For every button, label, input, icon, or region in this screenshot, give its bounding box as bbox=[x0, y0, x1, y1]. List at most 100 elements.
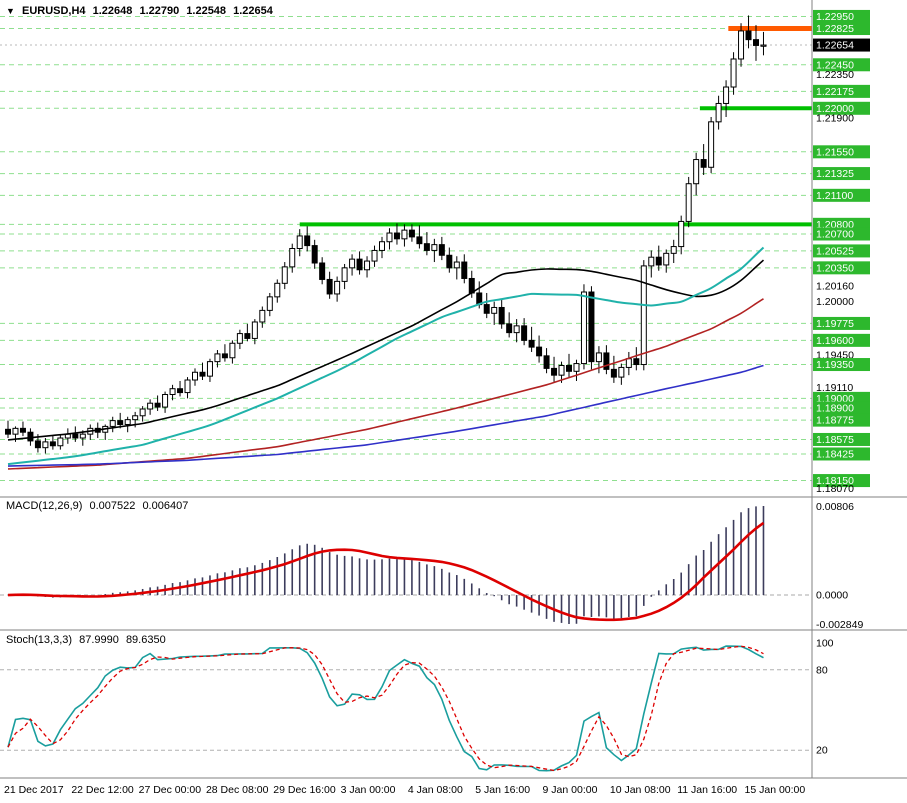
candle bbox=[453, 261, 460, 269]
candle bbox=[753, 39, 759, 46]
time-axis-label: 10 Jan 08:00 bbox=[610, 784, 671, 796]
candle bbox=[663, 252, 670, 266]
macd-indicator bbox=[0, 506, 812, 624]
time-axis-label: 22 Dec 12:00 bbox=[71, 784, 134, 796]
candle bbox=[266, 296, 273, 311]
candle bbox=[79, 433, 86, 439]
level-price-box bbox=[813, 261, 870, 275]
candle bbox=[334, 280, 341, 295]
time-scale[interactable] bbox=[0, 779, 907, 803]
svg-text:1.22175: 1.22175 bbox=[816, 86, 854, 98]
candle bbox=[199, 371, 206, 377]
svg-text:1.21550: 1.21550 bbox=[816, 146, 854, 158]
chart-title: ▼ EURUSD,H4 1.22648 1.22790 1.22548 1.22… bbox=[6, 5, 277, 17]
candle bbox=[236, 333, 243, 344]
candle bbox=[401, 229, 408, 240]
panel-separators[interactable] bbox=[0, 0, 907, 779]
ohlc-high: 1.22790 bbox=[139, 5, 180, 17]
candle bbox=[685, 183, 692, 222]
level-price-box bbox=[813, 188, 870, 202]
ma-black bbox=[7, 259, 765, 441]
candle bbox=[326, 278, 333, 295]
candle bbox=[289, 248, 296, 268]
indicator-axis-labels: 0.00806 0.0000 -0.002849 100 80 20 bbox=[816, 501, 863, 757]
svg-text:20: 20 bbox=[816, 745, 828, 757]
candle bbox=[139, 408, 146, 417]
svg-text:0.00806: 0.00806 bbox=[816, 501, 854, 513]
ohlc-open: 1.22648 bbox=[92, 5, 133, 17]
ohlc-close: 1.22654 bbox=[233, 5, 273, 17]
candle bbox=[678, 220, 685, 248]
candle bbox=[244, 333, 251, 339]
candle bbox=[19, 427, 26, 433]
level-price-box bbox=[813, 474, 870, 488]
svg-text:1.21900: 1.21900 bbox=[816, 112, 854, 124]
svg-text:1.18775: 1.18775 bbox=[816, 415, 854, 427]
macd-header: MACD(12,26,9) 0.007522 0.006407 bbox=[6, 500, 192, 512]
candle bbox=[723, 86, 730, 104]
stoch-label: Stoch(13,3,3) bbox=[6, 634, 73, 646]
stoch-signal-line bbox=[7, 645, 764, 772]
svg-text:1.22000: 1.22000 bbox=[816, 103, 854, 115]
macd-plot-area[interactable] bbox=[0, 498, 812, 630]
candle bbox=[408, 229, 415, 238]
candle bbox=[304, 235, 311, 247]
candle bbox=[543, 355, 550, 369]
svg-text:1.19110: 1.19110 bbox=[816, 382, 853, 394]
candle bbox=[57, 437, 64, 447]
candle bbox=[603, 352, 610, 370]
time-axis-labels[interactable]: 21 Dec 2017 22 Dec 12:00 27 Dec 00:00 28 De… bbox=[4, 784, 805, 796]
macd-label: MACD(12,26,9) bbox=[6, 500, 83, 512]
candle bbox=[551, 367, 558, 376]
svg-text:1.22950: 1.22950 bbox=[816, 11, 854, 23]
stoch-plot-area[interactable] bbox=[0, 631, 812, 778]
level-price-box bbox=[813, 358, 870, 372]
candle bbox=[483, 304, 490, 314]
chart-menu-icon[interactable]: ▼ bbox=[6, 6, 15, 16]
svg-text:1.18425: 1.18425 bbox=[816, 448, 854, 460]
candle bbox=[438, 244, 445, 256]
candle bbox=[393, 232, 400, 240]
svg-text:1.18070: 1.18070 bbox=[816, 483, 854, 495]
level-price-box bbox=[813, 432, 870, 446]
candle bbox=[49, 441, 56, 447]
time-axis-label: 29 Dec 16:00 bbox=[273, 784, 336, 796]
candle bbox=[513, 325, 520, 334]
candle bbox=[715, 102, 722, 123]
symbol-period-label: EURUSD,H4 bbox=[21, 5, 86, 17]
level-price-box bbox=[813, 316, 870, 330]
stoch-k-value: 87.9990 bbox=[79, 634, 119, 646]
candle bbox=[341, 267, 348, 282]
candle bbox=[558, 364, 565, 376]
price-scale[interactable] bbox=[813, 0, 907, 778]
macd-main-value: 0.007522 bbox=[89, 500, 136, 512]
candle bbox=[379, 241, 385, 251]
candle bbox=[371, 249, 378, 262]
candle bbox=[27, 431, 34, 442]
candle bbox=[42, 441, 49, 449]
ma-blue bbox=[7, 364, 764, 467]
svg-text:1.19350: 1.19350 bbox=[816, 359, 854, 371]
time-axis-label: 11 Jan 16:00 bbox=[677, 784, 737, 796]
candle bbox=[356, 258, 363, 271]
candle bbox=[693, 159, 700, 185]
candle bbox=[154, 402, 161, 408]
candle bbox=[416, 236, 423, 245]
candle bbox=[588, 291, 595, 363]
candle bbox=[521, 325, 528, 341]
level-price-box bbox=[813, 58, 870, 72]
candle bbox=[132, 415, 139, 421]
candle bbox=[162, 394, 169, 408]
candle bbox=[760, 44, 767, 47]
time-axis-label: 21 Dec 2017 bbox=[4, 784, 64, 796]
candle bbox=[124, 419, 131, 425]
level-price-box bbox=[813, 447, 870, 461]
time-axis-label: 3 Jan 00:00 bbox=[341, 784, 396, 796]
svg-text:1.20160: 1.20160 bbox=[816, 281, 854, 293]
candle bbox=[625, 358, 632, 368]
candle bbox=[259, 309, 266, 323]
svg-text:1.20525: 1.20525 bbox=[816, 245, 854, 257]
